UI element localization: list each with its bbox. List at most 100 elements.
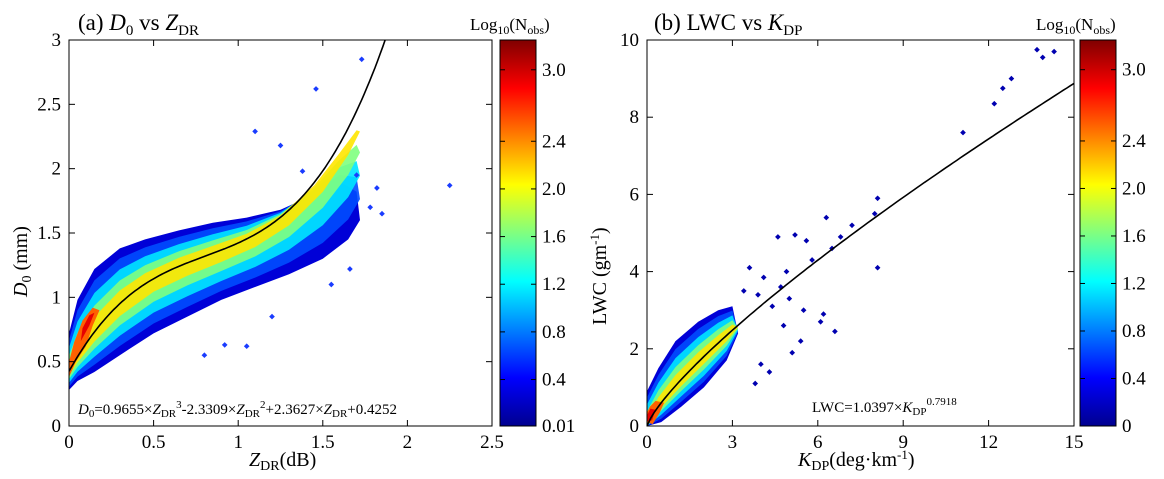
y-tick-label: 8	[630, 107, 640, 128]
y-tick-label: 4	[630, 262, 640, 283]
panel-b-y-axis-label: LWC (gm-1)	[587, 227, 611, 325]
panel-b-outlier-points	[740, 46, 1057, 387]
data-point	[871, 210, 878, 217]
panel-b: 0 3 6 9 12 15 0 2 4 6 8 10 (b) LWC vs KDP KDP(deg·…	[587, 10, 1146, 474]
data-point	[313, 86, 319, 92]
x-tick-label: 0	[64, 432, 74, 453]
colorbar-tick-label: 0.01	[542, 416, 575, 437]
panel-a-density-cloud	[69, 130, 360, 390]
y-tick-label: 3	[52, 30, 62, 51]
data-point	[789, 349, 796, 356]
data-point	[832, 328, 838, 335]
data-point	[769, 303, 776, 310]
data-point	[874, 264, 881, 271]
x-tick-label: 9	[898, 432, 908, 453]
data-point	[252, 128, 258, 135]
x-tick-label: 2.5	[480, 432, 504, 453]
data-point	[786, 295, 793, 302]
data-point	[1034, 46, 1040, 53]
data-point	[817, 318, 824, 325]
colorbar-tick-label: 1.2	[1122, 273, 1146, 294]
data-point	[758, 361, 764, 368]
panel-b-x-axis-label: KDP(deg·km-1)	[797, 447, 915, 474]
density-peak	[647, 408, 656, 422]
data-point	[803, 237, 810, 244]
panel-a-plot-area	[69, 40, 453, 390]
y-tick-label: 2.5	[37, 94, 61, 115]
colorbar-tick-label: 1.6	[1122, 226, 1146, 247]
data-point	[837, 234, 844, 240]
data-point	[783, 268, 790, 275]
y-tick-label: 10	[620, 30, 639, 51]
colorbar-tick-label: 3.0	[1122, 60, 1146, 81]
data-point	[299, 168, 306, 175]
x-tick-label: 1.5	[311, 432, 335, 453]
data-point	[797, 338, 804, 344]
data-point	[755, 291, 761, 298]
panel-b-colorbar-ticks: 0 0.4 0.8 1.2 1.6 2.0 2.4 3.0	[1080, 60, 1146, 437]
panel-b-density-cloud	[647, 306, 739, 426]
x-tick-label: 3	[728, 432, 738, 453]
data-point	[328, 281, 335, 288]
panel-b-colorbar-title: Log10(Nobs)	[1036, 15, 1116, 37]
colorbar-tick-label: 0.4	[1122, 368, 1146, 389]
colorbar-tick-label: 2.4	[542, 131, 566, 152]
data-point	[358, 56, 365, 63]
data-point	[347, 266, 353, 272]
data-point	[823, 214, 830, 221]
panel-b-x-ticks: 0 3 6 9 12 15	[642, 40, 1084, 453]
data-point	[740, 288, 747, 294]
y-tick-label: 0.5	[37, 352, 61, 373]
data-point	[991, 100, 998, 107]
panel-b-colorbar	[1079, 39, 1117, 427]
y-tick-label: 0	[630, 416, 640, 437]
x-tick-label: 1	[233, 432, 243, 453]
data-point	[780, 322, 787, 329]
data-point	[374, 185, 380, 191]
y-tick-label: 2	[52, 159, 62, 180]
data-point	[269, 313, 275, 320]
colorbar-tick-label: 0.8	[542, 322, 566, 343]
data-point	[760, 274, 767, 281]
data-point	[809, 257, 815, 263]
panel-b-plot-area	[647, 46, 1074, 426]
x-tick-label: 6	[813, 432, 823, 453]
data-point	[277, 142, 284, 149]
x-tick-label: 0	[642, 432, 652, 453]
colorbar-tick-label: 1.6	[542, 227, 566, 248]
panel-a-title: (a) D0 vs ZDR	[78, 10, 199, 39]
data-point	[243, 343, 250, 350]
data-point	[766, 369, 773, 375]
x-tick-label: 15	[1065, 432, 1084, 453]
panel-a-colorbar	[499, 39, 537, 427]
data-point	[752, 380, 759, 387]
panel-b-fit-curve	[647, 82, 1074, 426]
data-point	[221, 342, 228, 348]
colorbar-tick-label: 0	[1122, 416, 1132, 437]
data-point	[820, 311, 827, 317]
x-tick-label: 12	[979, 432, 998, 453]
data-point	[792, 232, 798, 238]
data-point	[874, 195, 881, 202]
data-point	[849, 222, 855, 229]
panel-b-axes-box	[646, 39, 1075, 427]
panel-b-y-ticks: 0 2 4 6 8 10	[620, 30, 1074, 437]
panel-a-x-axis-label: ZDR(dB)	[249, 449, 316, 474]
density-peak	[80, 312, 95, 342]
data-point	[353, 172, 360, 178]
x-tick-label: 0.5	[142, 432, 166, 453]
data-point	[960, 129, 966, 136]
colorbar-tick-label: 3.0	[542, 60, 566, 81]
panel-a-outlier-points	[201, 56, 453, 359]
colorbar-tick-label: 2.0	[1122, 178, 1146, 199]
panel-a-fit-equation: D0=0.9655×ZDR3-2.3309×ZDR2+2.3627×ZDR+0.…	[77, 399, 397, 420]
y-tick-label: 1.5	[37, 223, 61, 244]
colorbar-tick-label: 2.0	[542, 179, 566, 200]
density-level	[647, 324, 739, 426]
data-point	[800, 307, 807, 314]
colorbar-tick-label: 1.2	[542, 274, 566, 295]
panel-b-title: (b) LWC vs KDP	[654, 10, 802, 39]
data-point	[746, 264, 753, 271]
